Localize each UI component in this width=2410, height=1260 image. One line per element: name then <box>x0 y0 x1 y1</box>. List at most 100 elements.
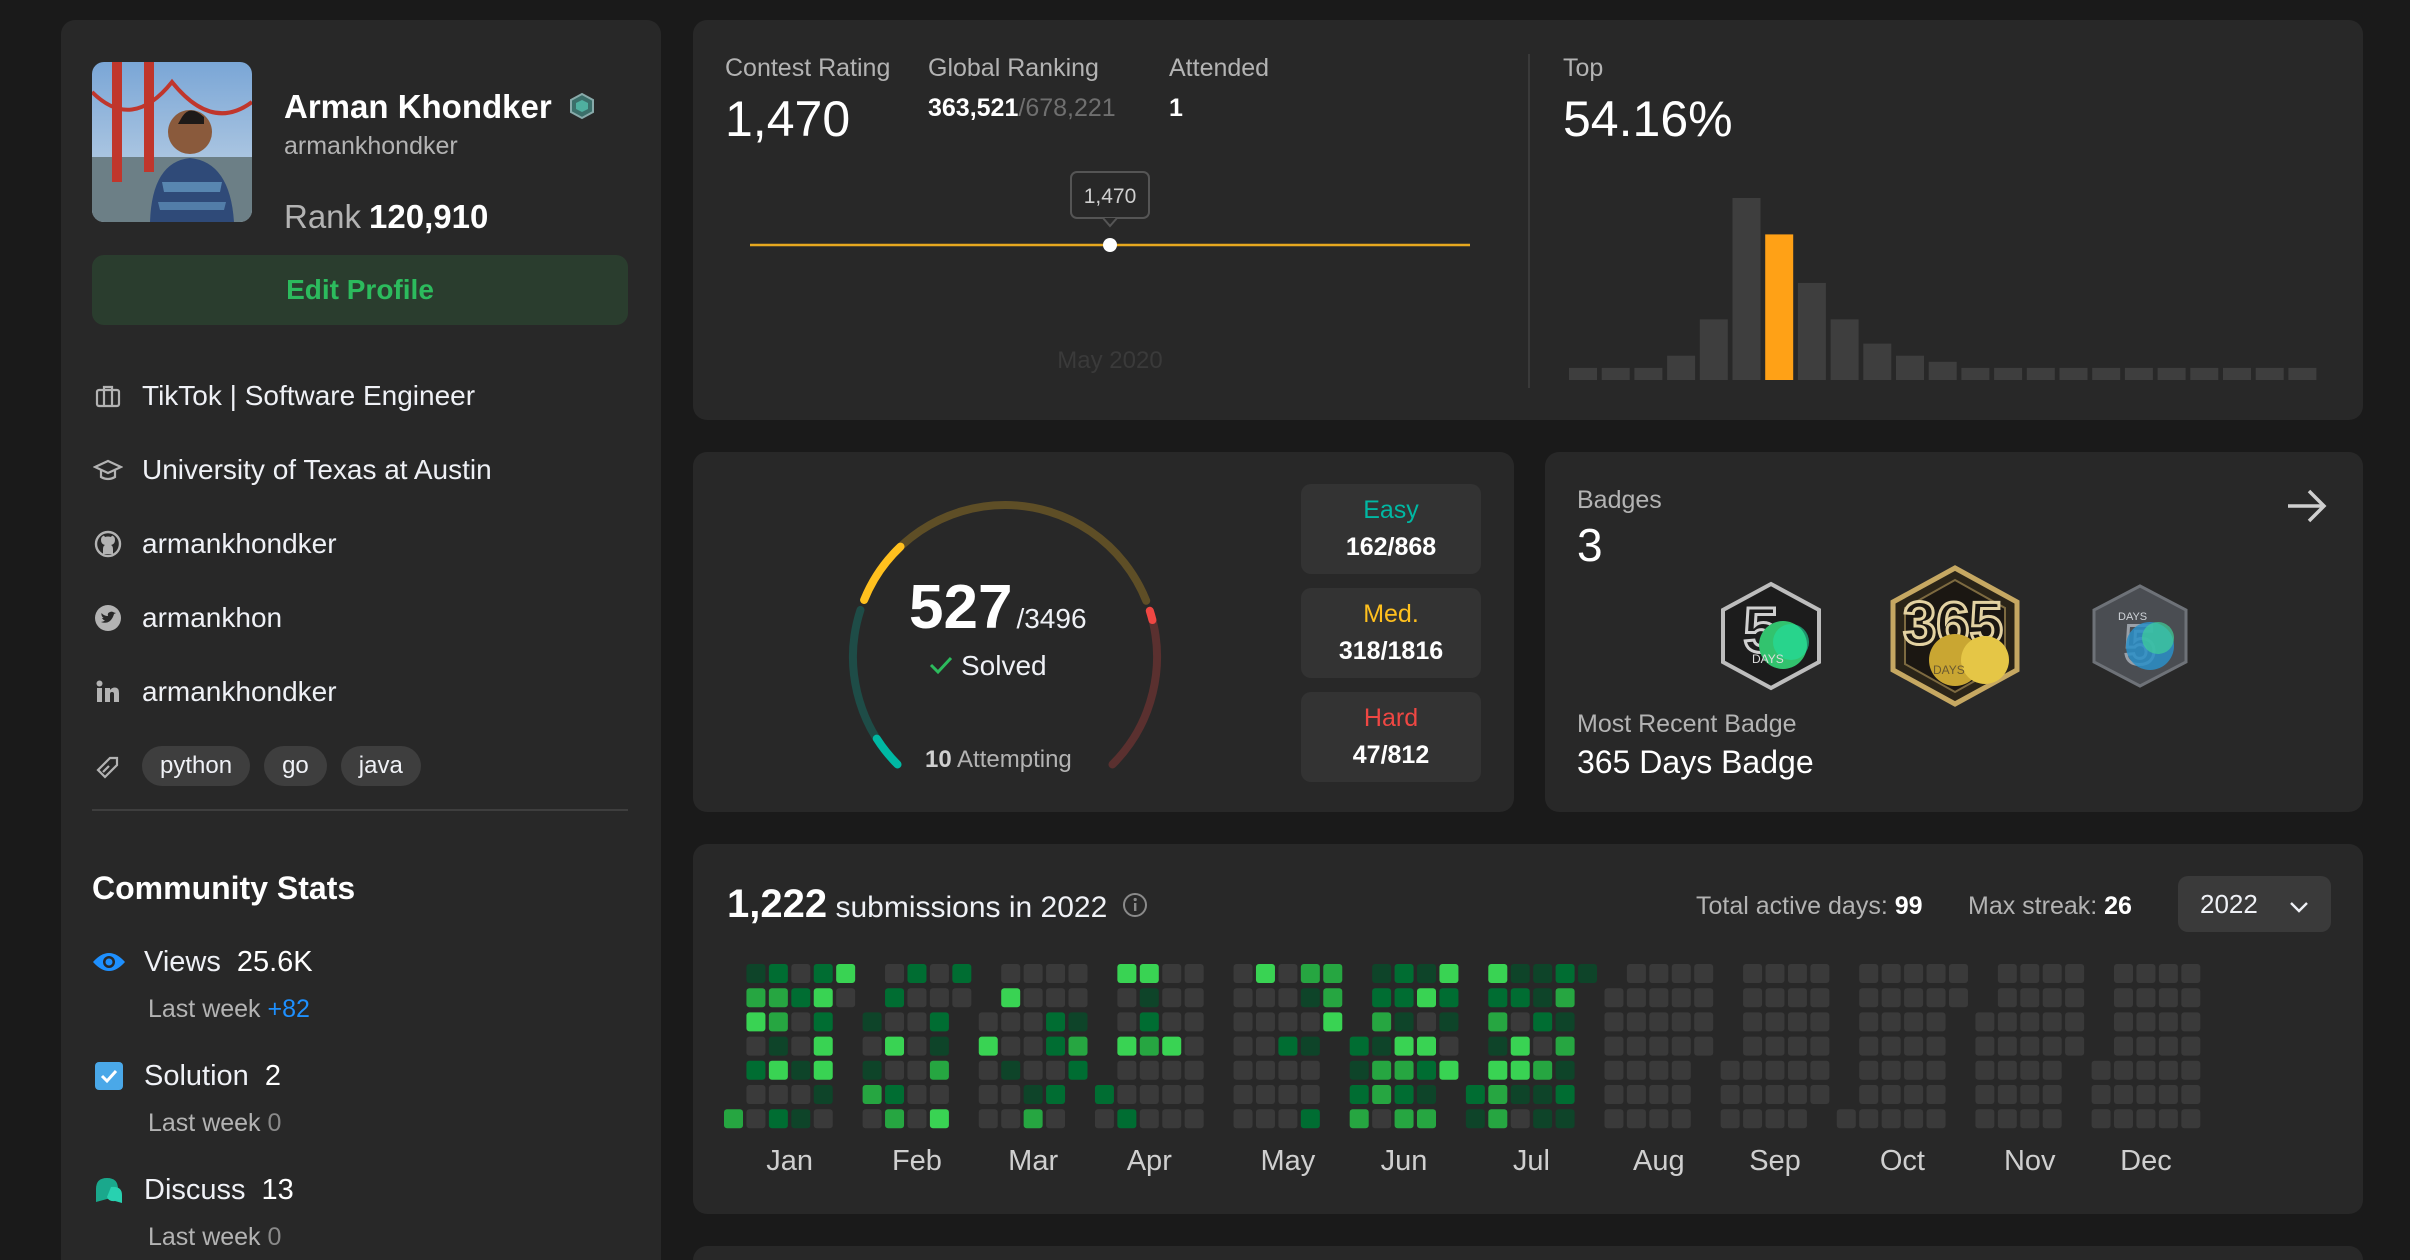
heatmap-cell[interactable] <box>1117 1085 1137 1104</box>
heatmap-cell[interactable] <box>1139 1060 1159 1080</box>
heatmap-cell[interactable] <box>2020 1085 2040 1104</box>
heatmap-cell[interactable] <box>1184 1085 1204 1104</box>
heatmap-cell[interactable] <box>1975 1085 1995 1104</box>
heatmap-cell[interactable] <box>1139 1036 1159 1056</box>
heatmap-cell[interactable] <box>2136 964 2156 983</box>
heatmap-cell[interactable] <box>2136 1109 2156 1129</box>
heatmap-cell[interactable] <box>1255 1085 1275 1104</box>
heatmap-cell[interactable] <box>1671 988 1691 1008</box>
heatmap-cell[interactable] <box>1926 988 1946 1008</box>
heatmap-cell[interactable] <box>929 1060 949 1080</box>
heatmap-cell[interactable] <box>978 1109 998 1129</box>
heatmap-cell[interactable] <box>1046 964 1066 983</box>
heatmap-cell[interactable] <box>2136 1012 2156 1032</box>
heatmap-cell[interactable] <box>1787 1109 1807 1129</box>
heatmap-cell[interactable] <box>1555 1109 1575 1129</box>
heatmap-cell[interactable] <box>1997 1012 2017 1032</box>
heatmap-cell[interactable] <box>1233 1012 1253 1032</box>
heatmap-cell[interactable] <box>1720 1109 1740 1129</box>
heatmap-cell[interactable] <box>1604 1036 1624 1056</box>
linkedin-row[interactable]: armankhondker <box>92 672 337 712</box>
heatmap-cell[interactable] <box>2114 1060 2134 1080</box>
heatmap-cell[interactable] <box>1439 1036 1459 1056</box>
heatmap-cell[interactable] <box>1417 964 1437 983</box>
heatmap-cell[interactable] <box>1488 1036 1508 1056</box>
heatmap-cell[interactable] <box>978 1036 998 1056</box>
heatmap-cell[interactable] <box>2158 964 2178 983</box>
heatmap-cell[interactable] <box>1001 1036 1021 1056</box>
heatmap-cell[interactable] <box>2136 1036 2156 1056</box>
heatmap-cell[interactable] <box>1184 964 1204 983</box>
heatmap-cell[interactable] <box>1510 1060 1530 1080</box>
heatmap-cell[interactable] <box>746 1109 766 1129</box>
heatmap-cell[interactable] <box>1162 1036 1182 1056</box>
heatmap-cell[interactable] <box>1671 1085 1691 1104</box>
heatmap-cell[interactable] <box>791 1036 811 1056</box>
heatmap-cell[interactable] <box>862 1060 882 1080</box>
heatmap-cell[interactable] <box>1394 1036 1414 1056</box>
heatmap-cell[interactable] <box>1694 988 1714 1008</box>
edit-profile-button[interactable]: Edit Profile <box>92 255 628 325</box>
heatmap-cell[interactable] <box>768 1012 788 1032</box>
heatmap-cell[interactable] <box>1139 1109 1159 1129</box>
heatmap-cell[interactable] <box>1649 1012 1669 1032</box>
heatmap-cell[interactable] <box>907 1060 927 1080</box>
heatmap-cell[interactable] <box>1743 1109 1763 1129</box>
heatmap-cell[interactable] <box>1117 1036 1137 1056</box>
heatmap-cell[interactable] <box>1649 1060 1669 1080</box>
heatmap-cell[interactable] <box>885 988 905 1008</box>
heatmap-cell[interactable] <box>1626 1109 1646 1129</box>
heatmap-cell[interactable] <box>1997 964 2017 983</box>
heatmap-cell[interactable] <box>862 1036 882 1056</box>
heatmap-cell[interactable] <box>1184 988 1204 1008</box>
heatmap-cell[interactable] <box>1859 1109 1879 1129</box>
heatmap-cell[interactable] <box>746 1060 766 1080</box>
heatmap-cell[interactable] <box>1533 1085 1553 1104</box>
heatmap-cell[interactable] <box>2091 1060 2111 1080</box>
heatmap-cell[interactable] <box>2020 1036 2040 1056</box>
heatmap-cell[interactable] <box>1162 1060 1182 1080</box>
heatmap-cell[interactable] <box>1881 964 1901 983</box>
heatmap-cell[interactable] <box>1555 1036 1575 1056</box>
heatmap-cell[interactable] <box>836 964 856 983</box>
heatmap-cell[interactable] <box>1765 1085 1785 1104</box>
heatmap-cell[interactable] <box>1278 1060 1298 1080</box>
heatmap-cell[interactable] <box>952 988 972 1008</box>
heatmap-cell[interactable] <box>1465 1109 1485 1129</box>
heatmap-cell[interactable] <box>1510 1085 1530 1104</box>
heatmap-cell[interactable] <box>2042 1060 2062 1080</box>
heatmap-cell[interactable] <box>1997 1060 2017 1080</box>
heatmap-cell[interactable] <box>1488 1012 1508 1032</box>
heatmap-cell[interactable] <box>1278 988 1298 1008</box>
heatmap-cell[interactable] <box>1510 1036 1530 1056</box>
heatmap-cell[interactable] <box>929 1085 949 1104</box>
heatmap-cell[interactable] <box>813 1012 833 1032</box>
heatmap-cell[interactable] <box>1649 1109 1669 1129</box>
heatmap-cell[interactable] <box>768 1085 788 1104</box>
heatmap-cell[interactable] <box>813 964 833 983</box>
heatmap-cell[interactable] <box>1671 964 1691 983</box>
heatmap-cell[interactable] <box>907 1036 927 1056</box>
heatmap-cell[interactable] <box>1184 1012 1204 1032</box>
heatmap-cell[interactable] <box>1671 1109 1691 1129</box>
heatmap-cell[interactable] <box>1859 1085 1879 1104</box>
heatmap-cell[interactable] <box>1926 1109 1946 1129</box>
heatmap-cell[interactable] <box>1184 1109 1204 1129</box>
heatmap-cell[interactable] <box>2136 988 2156 1008</box>
heatmap-cell[interactable] <box>1975 1012 1995 1032</box>
heatmap-cell[interactable] <box>1162 1085 1182 1104</box>
heatmap-cell[interactable] <box>1233 964 1253 983</box>
heatmap-cell[interactable] <box>1997 988 2017 1008</box>
heatmap-cell[interactable] <box>1694 1012 1714 1032</box>
skill-chip[interactable]: python <box>142 746 251 786</box>
heatmap-cell[interactable] <box>1488 1085 1508 1104</box>
heatmap-cell[interactable] <box>1555 1085 1575 1104</box>
heatmap-cell[interactable] <box>2114 1036 2134 1056</box>
heatmap-cell[interactable] <box>1372 1109 1392 1129</box>
heatmap-cell[interactable] <box>1278 964 1298 983</box>
heatmap-cell[interactable] <box>1626 1060 1646 1080</box>
heatmap-cell[interactable] <box>2020 964 2040 983</box>
heatmap-cell[interactable] <box>1743 988 1763 1008</box>
heatmap-cell[interactable] <box>1743 1085 1763 1104</box>
heatmap-cell[interactable] <box>791 1012 811 1032</box>
